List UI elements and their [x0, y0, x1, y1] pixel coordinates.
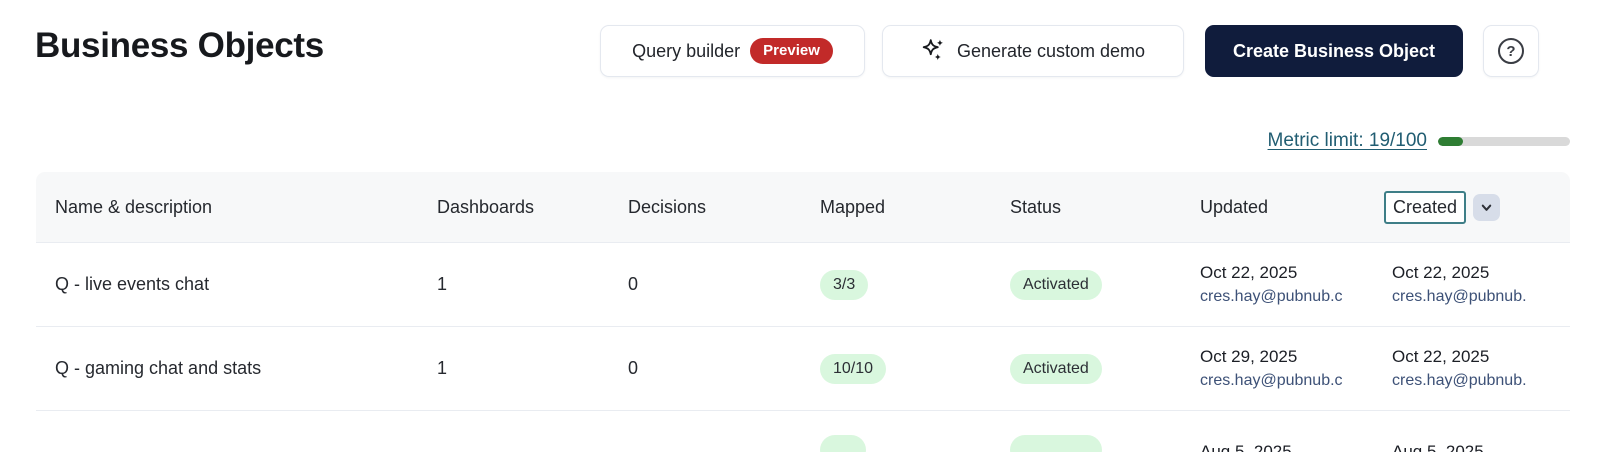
row-dashboards: 1	[437, 358, 448, 378]
status-badge: Activated	[1010, 353, 1102, 384]
mapped-badge: 10/10	[820, 353, 887, 384]
metric-progress-fill	[1438, 136, 1464, 146]
mapped-badge	[820, 435, 866, 452]
column-header-updated[interactable]: Updated	[1200, 196, 1269, 217]
status-badge: Activated	[1010, 269, 1102, 300]
updated-by-email: cres.hay@pubnub.c	[1200, 288, 1343, 306]
query-builder-label: Query builder	[632, 40, 741, 61]
updated-date: Oct 22, 2025	[1200, 262, 1298, 282]
table-row[interactable]: Q - gaming chat and stats 1 0 10/10 Acti…	[36, 326, 1570, 410]
sort-dropdown-button[interactable]	[1473, 193, 1501, 221]
table-row[interactable]: Aug 5, 2025 Aug 5, 2025	[36, 410, 1570, 452]
column-header-decisions[interactable]: Decisions	[628, 196, 707, 217]
status-badge	[1010, 435, 1102, 452]
query-builder-button[interactable]: Query builder Preview	[600, 25, 865, 77]
updated-date: Aug 5, 2025	[1200, 442, 1292, 452]
column-header-created[interactable]: Created	[1384, 190, 1467, 224]
created-by-email: cres.hay@pubnub.	[1392, 372, 1527, 390]
updated-by-email: cres.hay@pubnub.c	[1200, 372, 1343, 390]
created-date: Oct 22, 2025	[1392, 346, 1490, 366]
page-title: Business Objects	[35, 26, 324, 65]
row-decisions: 0	[628, 274, 639, 294]
metric-progress-bar	[1438, 136, 1570, 146]
row-name: Q - live events chat	[55, 274, 210, 294]
create-business-object-label: Create Business Object	[1232, 40, 1436, 61]
created-date: Oct 22, 2025	[1392, 262, 1490, 282]
updated-date: Oct 29, 2025	[1200, 346, 1298, 366]
row-name: Q - gaming chat and stats	[55, 358, 262, 378]
create-business-object-button[interactable]: Create Business Object	[1205, 25, 1463, 77]
created-by-email: cres.hay@pubnub.	[1392, 288, 1527, 306]
generate-custom-demo-button[interactable]: Generate custom demo	[882, 25, 1184, 77]
column-header-mapped[interactable]: Mapped	[820, 196, 886, 217]
column-header-status[interactable]: Status	[1010, 196, 1062, 217]
help-button[interactable]: ?	[1483, 25, 1539, 77]
metric-limit-section: Metric limit: 19/100	[1268, 130, 1570, 152]
column-header-dashboards[interactable]: Dashboards	[437, 196, 535, 217]
column-header-name[interactable]: Name & description	[55, 196, 213, 217]
table-header-row: Name & description Dashboards Decisions …	[36, 172, 1570, 242]
generate-custom-demo-label: Generate custom demo	[956, 40, 1146, 61]
table-row[interactable]: Q - live events chat 1 0 3/3 Activated O…	[36, 242, 1570, 326]
sparkle-icon	[922, 39, 944, 61]
business-objects-table: Name & description Dashboards Decisions …	[36, 172, 1570, 452]
chevron-down-icon	[1481, 204, 1492, 211]
preview-badge: Preview	[750, 37, 833, 65]
mapped-badge: 3/3	[820, 269, 869, 300]
row-decisions: 0	[628, 358, 639, 378]
created-date: Aug 5, 2025	[1392, 442, 1484, 452]
row-dashboards: 1	[437, 274, 448, 294]
metric-limit-link[interactable]: Metric limit: 19/100	[1267, 130, 1427, 151]
question-mark-icon: ?	[1498, 38, 1524, 64]
